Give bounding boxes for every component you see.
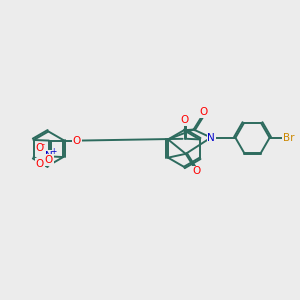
Text: O: O xyxy=(181,115,189,125)
Text: N: N xyxy=(207,133,215,143)
Text: O: O xyxy=(35,159,44,169)
Text: O: O xyxy=(200,107,208,117)
Text: +: + xyxy=(50,147,56,156)
Text: O: O xyxy=(35,143,44,153)
Text: -: - xyxy=(42,140,45,149)
Text: O: O xyxy=(45,155,53,165)
Text: O: O xyxy=(192,167,200,176)
Text: Br: Br xyxy=(283,133,295,143)
Text: N: N xyxy=(45,151,53,160)
Text: O: O xyxy=(73,136,81,146)
